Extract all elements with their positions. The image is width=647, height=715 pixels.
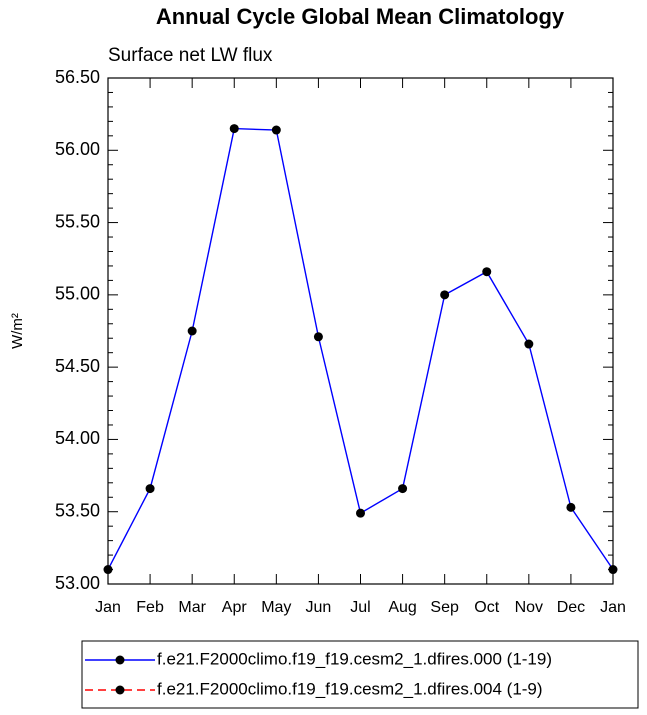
y-tick-label: 56.50 — [55, 67, 100, 87]
y-tick-label: 53.50 — [55, 500, 100, 520]
x-tick-label: Aug — [388, 599, 416, 616]
data-point — [440, 290, 450, 300]
data-point — [398, 484, 408, 494]
data-point — [524, 339, 534, 349]
plot-frame — [107, 77, 614, 585]
legend-marker — [115, 655, 125, 665]
data-point — [313, 332, 323, 342]
x-tick-label: Nov — [515, 599, 543, 616]
legend-box — [81, 640, 639, 709]
x-tick-label: Apr — [222, 599, 248, 616]
legend-marker — [115, 685, 125, 695]
y-tick-label: 54.50 — [55, 356, 100, 376]
x-tick-label: Mar — [178, 599, 206, 616]
legend-label: f.e21.F2000climo.f19_f19.cesm2_1.dfires.… — [157, 649, 552, 668]
data-point — [608, 565, 618, 575]
x-tick-label: Jun — [306, 599, 332, 616]
data-point — [187, 326, 197, 336]
legend-label: f.e21.F2000climo.f19_f19.cesm2_1.dfires.… — [157, 679, 543, 698]
x-tick-label: Feb — [136, 599, 164, 616]
x-tick-label: Oct — [474, 599, 499, 616]
series-line — [107, 127, 614, 570]
y-tick-label: 56.00 — [55, 139, 100, 159]
y-axis-label: W/m² — [9, 313, 26, 349]
y-tick-label: 55.00 — [55, 284, 100, 304]
data-point — [229, 124, 239, 134]
chart-title: Annual Cycle Global Mean Climatology — [156, 4, 565, 29]
y-tick-label: 55.50 — [55, 211, 100, 231]
x-tick-label: Sep — [430, 599, 459, 616]
y-tick-label: 53.00 — [55, 573, 100, 593]
data-point — [566, 502, 576, 512]
x-tick-label: Jan — [95, 599, 121, 616]
x-tick-label: Jan — [600, 599, 626, 616]
data-point — [145, 484, 155, 494]
x-tick-label: May — [261, 599, 291, 616]
y-tick-label: 54.00 — [55, 428, 100, 448]
data-point — [271, 125, 281, 135]
data-point — [356, 508, 365, 518]
chart-subtitle: Surface net LW flux — [108, 45, 273, 66]
x-tick-label: Dec — [557, 599, 585, 616]
data-point — [103, 565, 113, 575]
data-point — [482, 267, 492, 277]
x-tick-label: Jul — [350, 599, 370, 616]
